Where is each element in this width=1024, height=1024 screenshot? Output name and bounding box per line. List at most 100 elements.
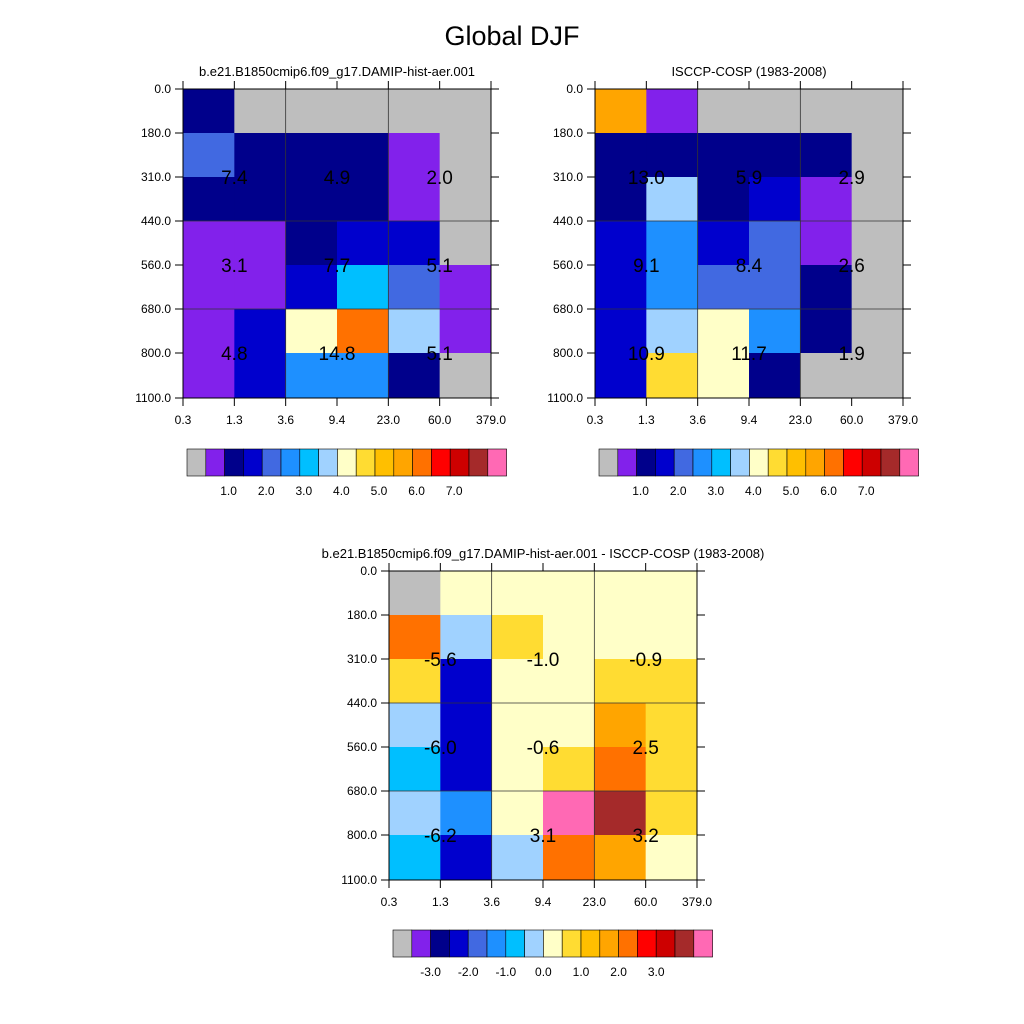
heatmap-cell — [439, 133, 492, 178]
heatmap-cell — [491, 571, 544, 616]
colorbar-label: 5.0 — [371, 484, 388, 498]
heatmap-cell — [234, 89, 287, 134]
heatmap-cell — [285, 133, 338, 178]
heatmap-cell — [389, 615, 441, 660]
x-tick-label: 23.0 — [583, 895, 607, 909]
colorbar-swatch — [486, 929, 507, 958]
x-tick-label: 9.4 — [535, 895, 552, 909]
heatmap-cell — [388, 353, 441, 399]
colorbar-swatch — [767, 448, 788, 477]
colorbar-label: 1.0 — [220, 484, 237, 498]
colorbar-swatch — [693, 929, 713, 958]
heatmap-cell — [388, 309, 441, 354]
heatmap-cell — [543, 747, 595, 792]
colorbar-swatch — [261, 448, 282, 477]
cell-value-label: 7.4 — [221, 168, 248, 189]
colorbar-label: 3.0 — [295, 484, 312, 498]
colorbar-swatch — [393, 448, 413, 477]
heatmap-cell — [749, 177, 801, 222]
colorbar-swatch — [880, 448, 901, 477]
colorbar-swatch — [674, 929, 695, 958]
heatmap-cell — [285, 265, 338, 310]
heatmap-cell — [388, 265, 441, 310]
heatmap-cell — [595, 265, 647, 310]
heatmap-cell — [595, 309, 647, 354]
heatmap-cell — [440, 571, 493, 616]
x-tick-label: 0.3 — [381, 895, 398, 909]
x-tick-label: 9.4 — [741, 413, 758, 427]
heatmap-cell — [337, 353, 389, 399]
heatmap-cell — [337, 309, 389, 354]
x-tick-label: 3.6 — [277, 413, 294, 427]
heatmap-cell — [388, 177, 441, 222]
colorbar-swatch — [692, 448, 713, 477]
colorbar-label: -2.0 — [458, 965, 479, 979]
y-tick-label: 800.0 — [553, 346, 583, 360]
heatmap-cell — [645, 791, 698, 836]
colorbar-swatch — [805, 448, 825, 477]
colorbar-swatch — [598, 448, 619, 477]
cell-value-label: 2.6 — [838, 256, 864, 277]
colorbar-swatch — [205, 448, 225, 477]
heatmap-cell — [594, 747, 647, 792]
heatmap-cell — [491, 747, 544, 792]
y-tick-label: 180.0 — [553, 126, 583, 140]
heatmap-cell — [440, 835, 493, 881]
heatmap-cell — [388, 221, 441, 266]
heatmap-cell — [697, 89, 750, 134]
page-title: Global DJF — [444, 21, 580, 51]
colorbar-swatch — [430, 929, 450, 958]
heatmap-cell — [851, 89, 904, 134]
heatmap-cell — [389, 791, 441, 836]
heatmap-cell — [595, 177, 647, 222]
heatmap-cell — [851, 265, 904, 310]
cell-value-label: 4.9 — [324, 168, 350, 189]
colorbar: 1.0 2.0 3.0 4.0 5.0 6.0 7.0 — [598, 448, 919, 498]
x-tick-label: 9.4 — [329, 413, 346, 427]
heatmap-cell — [491, 791, 544, 836]
colorbar-swatch — [673, 448, 694, 477]
cell-value-label: 11.7 — [731, 344, 767, 365]
y-tick-label: 1100.0 — [547, 391, 583, 405]
y-tick-label: 560.0 — [347, 740, 377, 754]
cell-value-label: 7.7 — [324, 256, 350, 277]
x-tick-label: 60.0 — [634, 895, 658, 909]
colorbar-swatch — [749, 448, 769, 477]
heatmap-cell — [440, 659, 493, 704]
heatmap-cell — [800, 133, 853, 178]
cell-value-label: 1.9 — [838, 344, 864, 365]
heatmap-cell — [800, 353, 853, 399]
heatmap-cell — [749, 221, 801, 266]
y-tick-label: 0.0 — [360, 564, 377, 578]
heatmap-cell — [646, 89, 699, 134]
heatmap-cell — [440, 791, 493, 836]
heatmap-cell — [646, 177, 699, 222]
heatmap-cell — [800, 177, 853, 222]
heatmap-cell — [749, 133, 801, 178]
colorbar-swatch — [786, 448, 807, 477]
colorbar-label: 4.0 — [333, 484, 350, 498]
panel-title: b.e21.B1850cmip6.f09_g17.DAMIP-hist-aer.… — [199, 64, 475, 79]
y-tick-label: 800.0 — [347, 828, 377, 842]
x-tick-label: 379.0 — [888, 413, 918, 427]
colorbar-swatch — [337, 448, 357, 477]
heatmap-cell — [595, 353, 647, 399]
heatmap-cell — [646, 309, 699, 354]
x-tick-label: 379.0 — [682, 895, 712, 909]
x-tick-label: 1.3 — [432, 895, 449, 909]
heatmap-cell — [645, 659, 698, 704]
heatmap-cell — [491, 615, 544, 660]
y-tick-label: 310.0 — [141, 170, 171, 184]
heatmap-cell — [645, 615, 698, 660]
y-tick-label: 680.0 — [553, 302, 583, 316]
cell-value-label: 5.9 — [736, 168, 762, 189]
heatmap-cell — [388, 133, 441, 178]
heatmap-cell — [800, 89, 853, 134]
colorbar-swatch — [224, 448, 244, 477]
colorbar-label: 6.0 — [820, 484, 837, 498]
cell-value-label: 5.1 — [426, 256, 452, 277]
heatmap-cell — [595, 133, 647, 178]
cell-value-label: -6.2 — [424, 826, 457, 847]
colorbar-label: 7.0 — [858, 484, 875, 498]
cell-value-label: 3.1 — [221, 256, 247, 277]
